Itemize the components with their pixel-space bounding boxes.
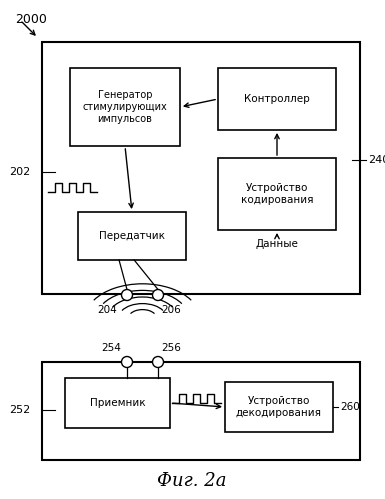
Text: 254: 254 bbox=[101, 343, 121, 353]
Text: Данные: Данные bbox=[256, 239, 298, 249]
FancyBboxPatch shape bbox=[42, 362, 360, 460]
FancyBboxPatch shape bbox=[218, 158, 336, 230]
Text: 206: 206 bbox=[161, 305, 181, 315]
Text: Устройство
декодирования: Устройство декодирования bbox=[236, 396, 322, 418]
Text: 260: 260 bbox=[340, 402, 360, 412]
FancyBboxPatch shape bbox=[78, 212, 186, 260]
Text: Фиг. 2а: Фиг. 2а bbox=[157, 472, 227, 490]
Text: 252: 252 bbox=[9, 405, 30, 415]
FancyBboxPatch shape bbox=[218, 68, 336, 130]
FancyBboxPatch shape bbox=[65, 378, 170, 428]
FancyBboxPatch shape bbox=[70, 68, 180, 146]
Text: Приемник: Приемник bbox=[90, 398, 145, 408]
Text: 256: 256 bbox=[161, 343, 181, 353]
FancyBboxPatch shape bbox=[225, 382, 333, 432]
Text: Передатчик: Передатчик bbox=[99, 231, 165, 241]
Text: 204: 204 bbox=[97, 305, 117, 315]
Text: 2000: 2000 bbox=[15, 13, 47, 26]
Circle shape bbox=[152, 289, 164, 300]
Text: 202: 202 bbox=[9, 167, 30, 177]
FancyBboxPatch shape bbox=[42, 42, 360, 294]
Circle shape bbox=[152, 356, 164, 367]
Circle shape bbox=[122, 289, 132, 300]
Text: Контроллер: Контроллер bbox=[244, 94, 310, 104]
Text: 240: 240 bbox=[368, 155, 385, 165]
Circle shape bbox=[122, 356, 132, 367]
Text: Генератор
стимулирующих
импульсов: Генератор стимулирующих импульсов bbox=[83, 90, 167, 124]
Text: Устройство
кодирования: Устройство кодирования bbox=[241, 183, 313, 205]
